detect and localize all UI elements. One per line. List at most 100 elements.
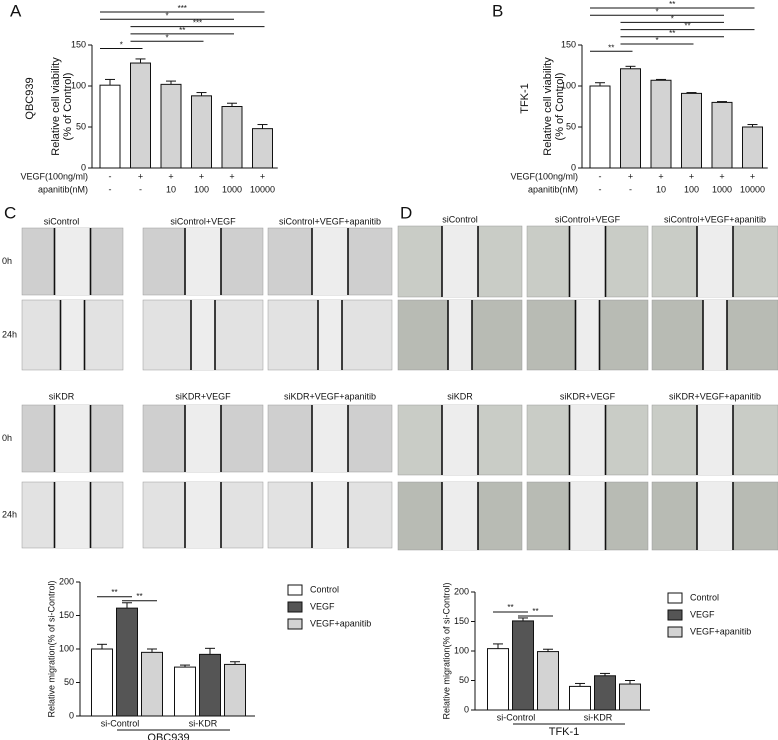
condition-label: siKDR+VEGF+apanitib <box>284 391 376 401</box>
significance-label: ** <box>179 26 185 35</box>
wound-gap <box>312 405 348 472</box>
bar <box>650 79 672 169</box>
bar <box>91 648 113 717</box>
wound-gap <box>697 482 733 550</box>
bar <box>141 651 163 717</box>
wound-gap <box>569 405 606 475</box>
wound-gap <box>697 226 733 297</box>
significance-label: * <box>655 36 658 45</box>
cell-line: QBC939 <box>24 77 36 119</box>
legend-label: VEGF+apanitib <box>690 626 751 636</box>
bar <box>619 683 641 711</box>
condition-label: siControl <box>44 216 80 226</box>
y-tick-label: 150 <box>59 610 74 620</box>
significance-label: *** <box>178 4 187 13</box>
table-cell: 10000 <box>740 184 765 194</box>
condition-label: siKDR+VEGF+apanitib <box>669 391 761 401</box>
bar <box>711 101 733 169</box>
condition-label: siControl <box>442 214 478 224</box>
table-cell: - <box>139 184 142 194</box>
y-tick-label: 0 <box>571 162 576 172</box>
bar <box>512 620 534 711</box>
x-tick-label: si-KDR <box>584 712 613 722</box>
significance-label: ** <box>669 0 675 9</box>
y-axis-title: Relative cell viability <box>542 57 554 156</box>
condition-label: siControl+VEGF <box>555 214 621 224</box>
bar <box>742 126 763 169</box>
panel-label: D <box>400 203 412 222</box>
wound-gap <box>448 300 472 370</box>
bar <box>252 128 273 169</box>
bar <box>99 84 121 169</box>
x-tick-label: si-KDR <box>189 718 218 728</box>
wound-gap <box>442 405 478 475</box>
wound-gap <box>569 482 606 550</box>
bar <box>537 651 559 711</box>
wound-gap <box>185 482 221 548</box>
table-row-label: VEGF(100ng/ml) <box>20 171 88 181</box>
y-tick-label: 200 <box>59 576 74 586</box>
wound-gap <box>312 228 348 295</box>
significance-label: ** <box>136 592 142 601</box>
wound-gap <box>54 228 91 295</box>
significance-label: * <box>655 7 658 16</box>
y-tick-label: 50 <box>64 677 74 687</box>
condition-label: siKDR+VEGF <box>175 391 231 401</box>
time-label: 24h <box>2 329 17 339</box>
y-tick-label: 100 <box>561 80 576 90</box>
bar <box>594 675 616 711</box>
significance-label: ** <box>669 29 675 38</box>
significance-label: * <box>671 15 674 24</box>
table-cell: 10 <box>166 184 176 194</box>
condition-label: siKDR <box>49 391 75 401</box>
table-cell: + <box>689 171 694 181</box>
bar <box>199 653 221 717</box>
table-cell: + <box>138 171 143 181</box>
y-tick-label: 0 <box>464 704 469 714</box>
bar <box>224 663 246 717</box>
table-row-label: VEGF(100ng/ml) <box>510 171 578 181</box>
panel-label: A <box>10 1 22 20</box>
wound-gap <box>60 300 85 370</box>
condition-label: siControl+VEGF+apanitib <box>664 214 766 224</box>
table-cell: + <box>658 171 663 181</box>
table-cell: - <box>629 184 632 194</box>
table-cell: 100 <box>684 184 699 194</box>
bar <box>589 85 611 169</box>
table-cell: 10000 <box>250 184 275 194</box>
bar <box>620 68 641 169</box>
y-axis-title: (% of Control) <box>554 73 566 141</box>
table-cell: + <box>229 171 234 181</box>
table-cell: + <box>260 171 265 181</box>
bar <box>681 92 702 169</box>
bar <box>569 685 591 711</box>
wound-gap <box>185 405 221 472</box>
table-cell: + <box>168 171 173 181</box>
table-cell: - <box>599 184 602 194</box>
y-tick-label: 50 <box>566 121 576 131</box>
table-cell: + <box>719 171 724 181</box>
wound-gap <box>575 300 600 370</box>
table-cell: + <box>750 171 755 181</box>
bar <box>116 607 138 717</box>
bar <box>487 648 509 711</box>
significance-label: ** <box>608 43 614 52</box>
legend-label: Control <box>310 584 339 594</box>
legend-label: VEGF <box>690 609 715 619</box>
y-axis-title: (% of Control) <box>62 73 74 141</box>
table-cell: - <box>599 171 602 181</box>
legend-swatch <box>287 584 303 596</box>
wound-gap <box>54 405 91 472</box>
table-row-label: apanitib(nM) <box>38 184 88 194</box>
cell-line: TFK-1 <box>519 83 531 114</box>
bar <box>160 83 182 169</box>
bar <box>191 95 212 169</box>
panel-label: B <box>492 1 503 20</box>
bar <box>174 666 196 717</box>
wound-gap <box>191 300 215 370</box>
condition-label: siKDR <box>447 391 473 401</box>
legend-label: Control <box>690 592 719 602</box>
significance-label: * <box>120 41 123 50</box>
legend-label: VEGF+apanitib <box>310 618 371 628</box>
